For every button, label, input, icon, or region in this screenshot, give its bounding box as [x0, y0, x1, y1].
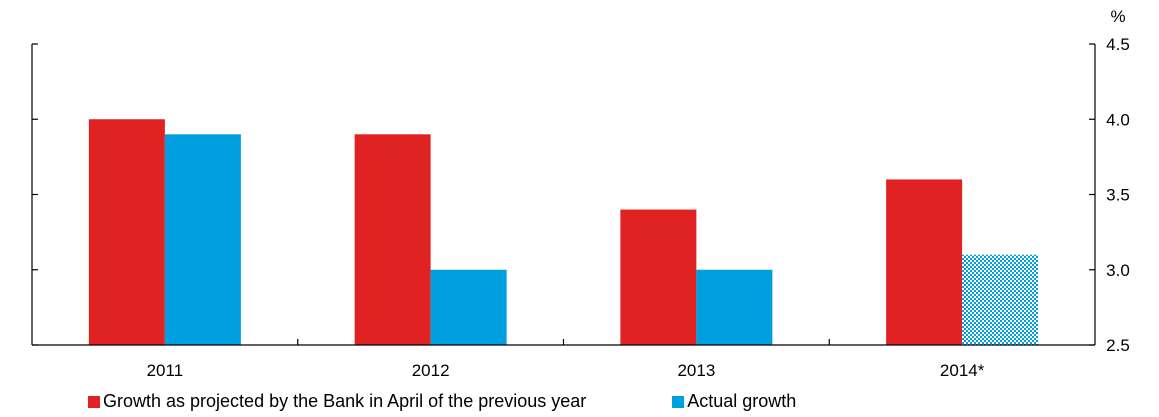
y-unit-label: %	[1110, 7, 1125, 26]
bar-series-2-2012	[430, 269, 507, 345]
y-tick-label: 3.5	[1106, 186, 1130, 205]
bar-series-2-2013	[696, 269, 773, 345]
bar-series-1-2012	[354, 134, 431, 345]
x-tick-label: 2011	[147, 361, 184, 380]
legend-label-actual: Actual growth	[687, 391, 797, 411]
legend-swatch-projected	[88, 395, 100, 408]
bar-series-1-2014	[886, 179, 963, 345]
bar-series-2-2014	[962, 254, 1039, 345]
legend-label-projected: Growth as projected by the Bank in April…	[103, 391, 587, 411]
bar-series-2-2011	[164, 134, 241, 345]
bar-series-1-2013	[620, 209, 697, 345]
x-ticks: 2011 2012 2013 2014*	[147, 339, 985, 380]
legend-item-projected: Growth as projected by the Bank in April…	[88, 391, 586, 412]
legend-item-actual: Actual growth	[672, 391, 796, 412]
y-tick-label: 3.0	[1106, 261, 1130, 280]
y-tick-label: 4.5	[1106, 35, 1130, 54]
legend-swatch-actual	[672, 395, 685, 408]
y-tick-label: 4.0	[1106, 110, 1130, 129]
bar-series-1-2011	[88, 119, 165, 345]
x-tick-label: 2012	[412, 361, 450, 380]
y-ticks: 2.5 3.0 3.5 4.0 4.5	[32, 35, 1130, 355]
x-tick-label: 2014*	[940, 361, 985, 380]
x-tick-label: 2013	[677, 361, 715, 380]
legend: Growth as projected by the Bank in April…	[88, 391, 796, 412]
bars	[88, 119, 1039, 345]
y-tick-label: 2.5	[1106, 336, 1130, 355]
